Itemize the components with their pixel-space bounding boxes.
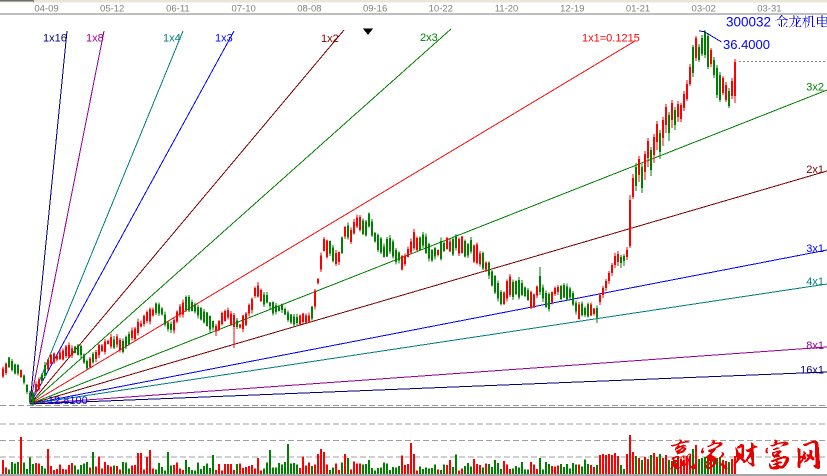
svg-text:3x1: 3x1: [806, 243, 824, 255]
svg-text:4x1: 4x1: [806, 276, 824, 288]
svg-text:12-19: 12-19: [560, 4, 584, 15]
svg-text:16x1: 16x1: [800, 365, 824, 377]
svg-text:1x3: 1x3: [215, 33, 233, 45]
svg-text:03-31: 03-31: [757, 4, 781, 15]
svg-text:3x2: 3x2: [806, 82, 824, 94]
svg-text:1x2: 1x2: [321, 33, 339, 45]
svg-text:2x1: 2x1: [806, 164, 824, 176]
svg-text:07-10: 07-10: [232, 4, 256, 15]
svg-text:1x16: 1x16: [43, 33, 67, 45]
svg-text:09-16: 09-16: [363, 4, 387, 15]
svg-text:03-02: 03-02: [692, 4, 716, 15]
svg-text:05-12: 05-12: [100, 4, 124, 15]
svg-text:36.4000: 36.4000: [723, 37, 770, 52]
svg-text:11-20: 11-20: [495, 4, 519, 15]
svg-text:10-22: 10-22: [429, 4, 453, 15]
svg-text:12.8100: 12.8100: [48, 395, 88, 407]
svg-text:8x1: 8x1: [806, 340, 824, 352]
svg-text:06-11: 06-11: [166, 4, 190, 15]
svg-text:1x8: 1x8: [86, 33, 104, 45]
svg-text:04-09: 04-09: [34, 4, 58, 15]
svg-text:2x3: 2x3: [420, 32, 438, 44]
svg-text:1x1=0.1215: 1x1=0.1215: [582, 33, 640, 45]
svg-text:08-08: 08-08: [297, 4, 321, 15]
svg-text:1x4: 1x4: [163, 33, 181, 45]
svg-text:01-21: 01-21: [626, 4, 650, 15]
svg-text:300032: 300032: [726, 15, 771, 30]
